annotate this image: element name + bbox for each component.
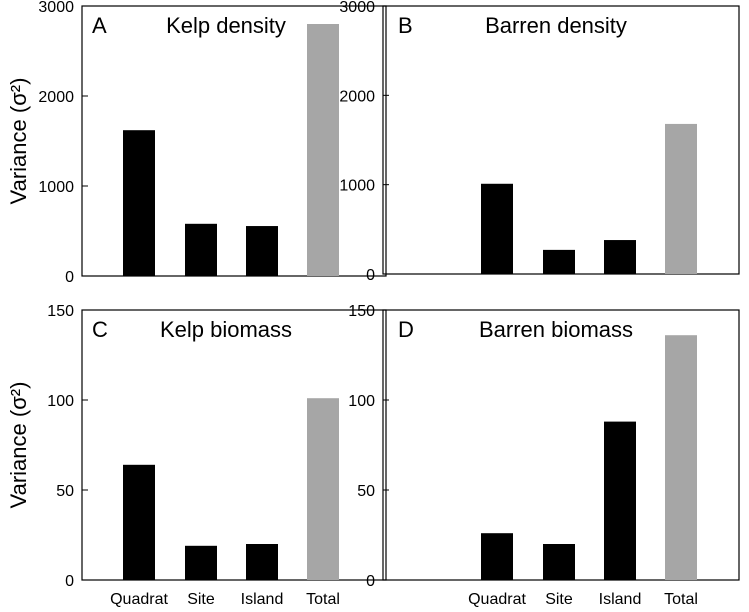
panel-letter: D (398, 317, 414, 342)
y-tick-label: 150 (47, 303, 74, 320)
bar-quadrat (481, 533, 513, 580)
bar-island (604, 421, 636, 580)
y-tick-label: 0 (65, 269, 74, 286)
panel-title: Barren biomass (479, 317, 633, 342)
category-label: Total (664, 591, 698, 608)
y-tick-label: 2000 (38, 89, 74, 106)
bar-site (543, 249, 575, 274)
bar-total (307, 398, 339, 580)
y-tick-label: 0 (65, 573, 74, 590)
panel-frame (81, 309, 387, 581)
panel-letter: A (92, 13, 107, 38)
bar-quadrat (481, 183, 513, 274)
bar-island (246, 226, 278, 276)
category-label: Quadrat (110, 591, 168, 608)
panel-title: Barren density (485, 13, 627, 38)
bar-site (543, 544, 575, 580)
y-axis-label: Variance (σ²) (6, 382, 31, 509)
y-tick-label: 0 (366, 573, 375, 590)
panel-a: 0 1000 2000 3000 A Kelp density Variance (σ²) (6, 0, 387, 286)
bar-quadrat (123, 464, 155, 580)
y-tick-label: 100 (348, 393, 375, 410)
panel-b: 0 1000 2000 3000 B Barren density (339, 0, 740, 284)
y-tick-label: 2000 (339, 88, 375, 105)
panel-c: 0 50 100 150 Quadrat Site Island Total C Kelp bio… (6, 303, 387, 608)
category-label: Site (187, 591, 215, 608)
panel-frame (81, 5, 387, 277)
category-label: Island (599, 591, 642, 608)
category-label: Quadrat (468, 591, 526, 608)
bar-quadrat (123, 130, 155, 276)
category-label: Site (545, 591, 573, 608)
bar-site (185, 545, 217, 580)
bar-total (307, 24, 339, 276)
bar-island (246, 544, 278, 580)
category-label: Total (306, 591, 340, 608)
y-tick-label: 1000 (38, 179, 74, 196)
y-axis-label: Variance (σ²) (6, 78, 31, 205)
y-tick-label: 50 (56, 483, 74, 500)
panel-title: Kelp density (166, 13, 286, 38)
y-tick-label: 150 (348, 303, 375, 320)
panel-title: Kelp biomass (160, 317, 292, 342)
bar-island (604, 240, 636, 274)
panel-d: 0 50 100 150 Quadrat Site Island Total D Barren b… (348, 303, 740, 608)
y-tick-label: 1000 (339, 178, 375, 195)
panel-letter: B (398, 13, 413, 38)
y-tick-label: 3000 (38, 0, 74, 16)
bar-total (665, 335, 697, 580)
category-label: Island (241, 591, 284, 608)
bar-total (665, 123, 697, 274)
panel-letter: C (92, 317, 108, 342)
y-tick-label: 3000 (339, 0, 375, 16)
bar-site (185, 223, 217, 276)
y-tick-label: 50 (357, 483, 375, 500)
y-tick-label: 0 (366, 267, 375, 284)
y-tick-label: 100 (47, 393, 74, 410)
